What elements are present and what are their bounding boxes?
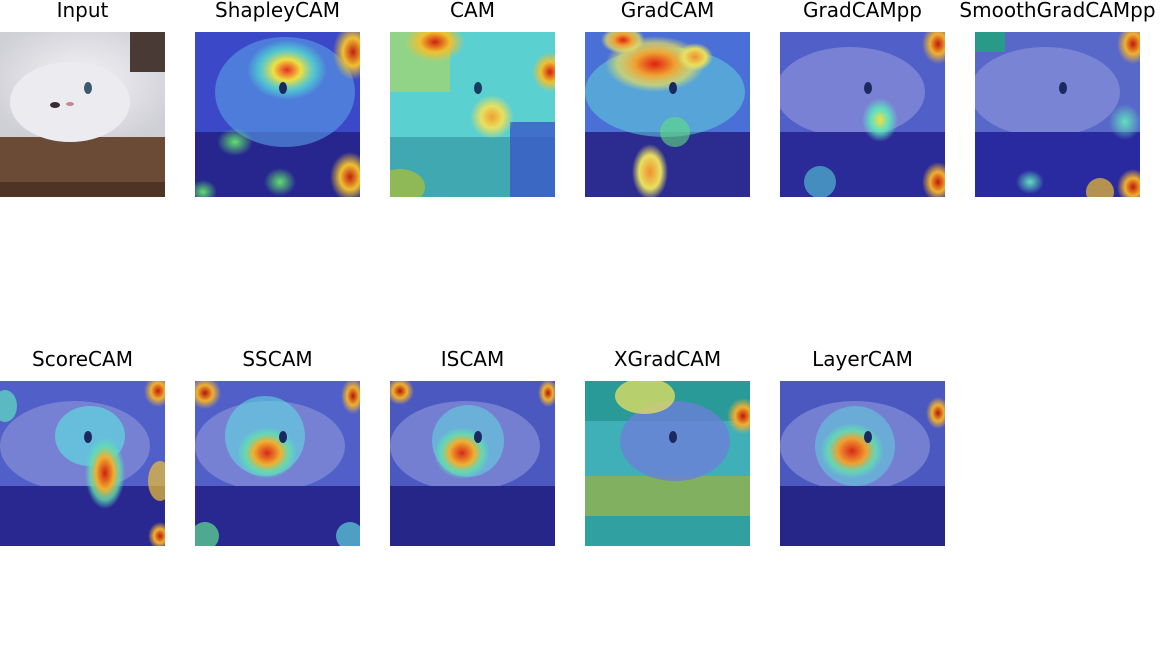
panel-title: GradCAMpp xyxy=(750,0,975,20)
heatmap-image xyxy=(780,32,945,197)
heatmap-image xyxy=(390,381,555,546)
input-image xyxy=(0,32,165,197)
heatmap-image xyxy=(780,381,945,546)
panel-title: XGradCAM xyxy=(555,349,780,369)
heatmap-image xyxy=(585,32,750,197)
panel-title: SmoothGradCAMpp xyxy=(945,0,1166,20)
heatmap-image xyxy=(0,381,165,546)
heatmap-image xyxy=(390,32,555,197)
panel-title: ISCAM xyxy=(360,349,585,369)
panel-title: CAM xyxy=(360,0,585,20)
heatmap-image xyxy=(585,381,750,546)
heatmap-image xyxy=(195,381,360,546)
heatmap-image xyxy=(195,32,360,197)
panel-title: GradCAM xyxy=(555,0,780,20)
panel-title: LayerCAM xyxy=(750,349,975,369)
panel-title: SSCAM xyxy=(165,349,390,369)
heatmap-image xyxy=(975,32,1140,197)
panel-title: ShapleyCAM xyxy=(165,0,390,20)
